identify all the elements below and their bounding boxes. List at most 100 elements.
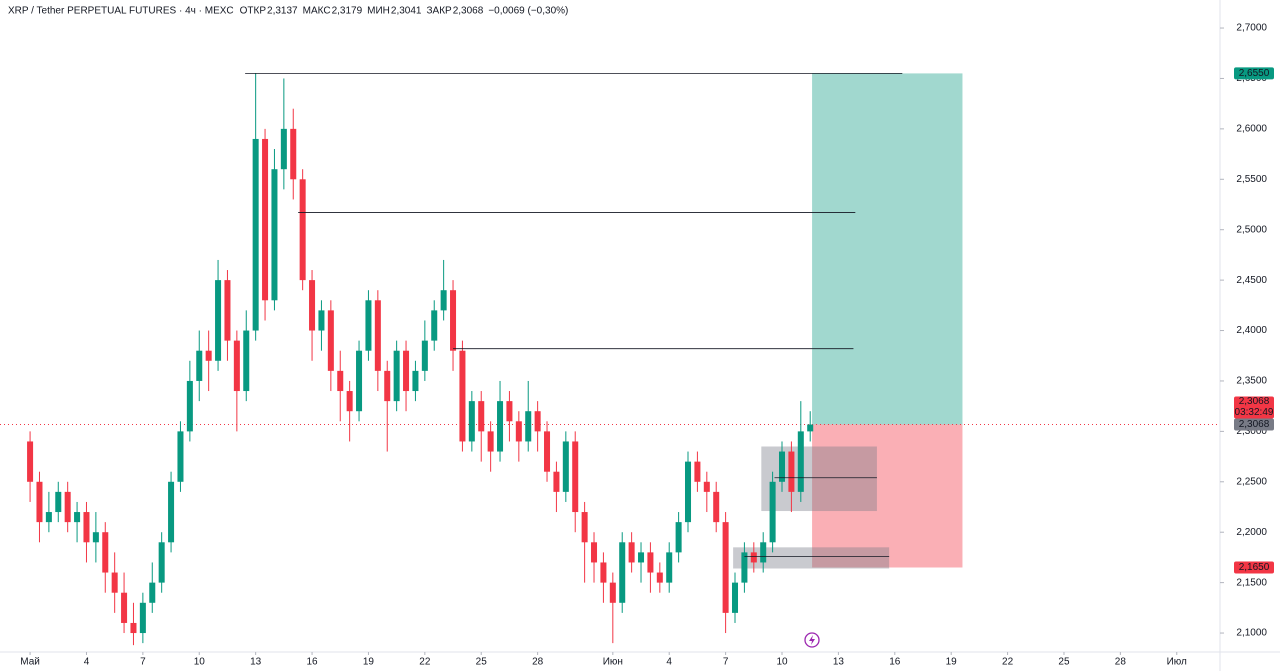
y-tick-label: 2,3000 (1236, 426, 1267, 437)
candle-body (121, 592, 128, 623)
candle-body (666, 552, 673, 583)
candle-body (544, 431, 551, 472)
countdown: 03:32:49 (1235, 407, 1274, 418)
candle-body (158, 542, 165, 583)
x-tick-label: 7 (140, 657, 146, 668)
candle-body (337, 370, 344, 392)
candle-body (468, 401, 475, 442)
x-tick-label: 25 (476, 657, 488, 668)
candle-body (196, 350, 203, 381)
candle-body (280, 128, 287, 170)
stop-label: 2,1650 (1239, 562, 1270, 573)
y-tick-label: 2,2000 (1236, 527, 1267, 538)
candle-body (421, 340, 428, 371)
target-tag (1234, 67, 1274, 80)
candle-body (440, 290, 447, 311)
candle-body (318, 310, 325, 331)
candle-body (412, 370, 419, 392)
candle-body (168, 481, 175, 543)
candle-body (647, 552, 654, 573)
candle-body (553, 471, 560, 492)
candle-body (431, 310, 438, 341)
stop-zone (812, 424, 963, 568)
x-tick-label: 13 (833, 657, 845, 668)
candle-body (55, 491, 62, 513)
candle-body (760, 542, 767, 563)
candle-body (177, 431, 184, 482)
candle-body (487, 431, 494, 452)
x-tick-label: 22 (1002, 657, 1014, 668)
x-tick-label: 4 (666, 657, 672, 668)
x-tick-label: 25 (1058, 657, 1070, 668)
candle-body (685, 461, 692, 523)
x-tick-label: 4 (84, 657, 90, 668)
candle-body (36, 481, 43, 523)
header-text: 2,3137 (267, 6, 298, 17)
header-text: ОТКР (240, 6, 267, 17)
x-tick-label: 13 (250, 657, 262, 668)
candle-body (638, 552, 645, 563)
header: XRP / Tether PERPETUAL FUTURES · 4ч · ME… (8, 6, 568, 17)
x-tick-label: 19 (946, 657, 958, 668)
candle-body (675, 522, 682, 553)
candle-body (243, 330, 250, 392)
x-tick-label: 10 (776, 657, 788, 668)
candle-body (102, 532, 109, 573)
candle-body (534, 411, 541, 432)
last-price-tag (1234, 396, 1274, 419)
bolt-icon[interactable] (804, 632, 820, 648)
x-tick-label: 10 (194, 657, 206, 668)
candle-body (186, 380, 193, 432)
x-tick-label: 28 (1115, 657, 1127, 668)
y-tick-label: 2,3500 (1236, 376, 1267, 387)
candle-body (356, 350, 363, 412)
candle-body (374, 300, 381, 371)
stop-tag (1234, 561, 1274, 574)
last-price-label: 2,3068 (1239, 396, 1270, 407)
candle-body (205, 350, 212, 361)
candle-body (694, 461, 701, 482)
x-tick-label: 16 (306, 657, 318, 668)
candle-body (703, 481, 710, 492)
candle-body (262, 138, 269, 301)
candle-body (450, 290, 457, 351)
candle-body (64, 491, 71, 523)
candle-body (309, 280, 316, 331)
x-tick-label: Июл (1167, 657, 1187, 668)
candle-body (562, 441, 569, 492)
x-tick-label: 16 (889, 657, 901, 668)
candle-body (346, 391, 353, 412)
y-tick-label: 2,6000 (1236, 124, 1267, 135)
x-tick-label: Июн (603, 657, 623, 668)
target-label: 2,6550 (1239, 68, 1270, 79)
candle-body (299, 179, 306, 281)
entry-label: 2,3068 (1239, 419, 1270, 430)
candle-body (506, 401, 513, 422)
candle-body (365, 300, 372, 351)
candle-body (74, 512, 81, 523)
candle-body (741, 552, 748, 583)
y-tick-label: 2,2500 (1236, 476, 1267, 487)
y-tick-label: 2,7000 (1236, 23, 1267, 34)
header-text: 2,3068 (453, 6, 484, 17)
candle-body (722, 522, 729, 613)
candle-body (27, 441, 34, 482)
candle-body (656, 572, 663, 583)
candle-body (384, 370, 391, 402)
candle-body (609, 582, 616, 603)
candle-body (403, 350, 410, 392)
candle-body (252, 138, 259, 331)
candle-body (750, 552, 757, 563)
header-text: XRP / Tether PERPETUAL FUTURES · 4ч · ME… (8, 6, 234, 17)
candle-body (224, 280, 231, 341)
entry-tag (1234, 418, 1274, 431)
y-tick-label: 2,4000 (1236, 325, 1267, 336)
candle-body (769, 481, 776, 543)
candle-body (393, 350, 400, 402)
candle-body (778, 451, 786, 482)
candle-body (327, 310, 334, 371)
candle-body (628, 542, 635, 563)
zone (761, 446, 877, 512)
